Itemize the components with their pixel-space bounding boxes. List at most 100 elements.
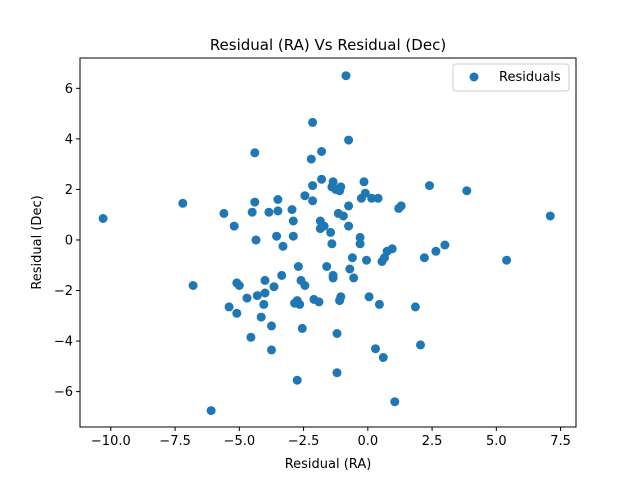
x-tick-label: −10.0 bbox=[91, 434, 131, 449]
data-point bbox=[256, 312, 266, 322]
data-point bbox=[219, 208, 229, 218]
data-point bbox=[251, 235, 261, 245]
x-tick-label: −5.0 bbox=[224, 434, 256, 449]
data-point bbox=[332, 329, 342, 338]
data-point bbox=[246, 332, 256, 342]
data-point bbox=[341, 71, 351, 81]
chart-title: Residual (RA) Vs Residual (Dec) bbox=[210, 36, 446, 54]
data-point bbox=[252, 291, 262, 301]
data-point bbox=[300, 191, 310, 201]
data-point bbox=[98, 214, 108, 223]
data-point bbox=[308, 196, 318, 206]
x-tick-label: −2.5 bbox=[288, 434, 320, 449]
data-point bbox=[264, 207, 274, 217]
data-point bbox=[206, 406, 216, 416]
data-point bbox=[308, 181, 318, 191]
data-point bbox=[359, 177, 369, 187]
data-point bbox=[440, 240, 450, 250]
data-point bbox=[287, 205, 297, 215]
data-point bbox=[234, 281, 244, 290]
data-point bbox=[267, 321, 276, 331]
data-point bbox=[416, 340, 425, 350]
data-point bbox=[336, 182, 346, 192]
data-point bbox=[344, 201, 354, 211]
data-point bbox=[306, 154, 316, 164]
data-point bbox=[410, 302, 420, 312]
data-point bbox=[188, 281, 198, 290]
x-tick-label: 2.5 bbox=[422, 434, 443, 449]
data-point bbox=[322, 262, 332, 271]
y-tick-label: −2 bbox=[54, 284, 73, 299]
x-axis-ticks: −10.0 −7.5 −5.0 −2.5 0.0 2.5 5.0 7.5 bbox=[91, 427, 571, 449]
data-point bbox=[419, 253, 429, 263]
data-point bbox=[259, 299, 269, 309]
y-tick-label: −6 bbox=[54, 385, 73, 400]
data-point bbox=[328, 273, 338, 283]
data-point bbox=[269, 282, 279, 292]
data-point bbox=[317, 174, 327, 184]
data-point bbox=[178, 198, 188, 208]
data-point bbox=[360, 188, 370, 198]
data-point bbox=[327, 239, 337, 249]
y-tick-label: 6 bbox=[65, 82, 73, 97]
data-point bbox=[431, 246, 441, 256]
x-tick-label: 7.5 bbox=[550, 434, 571, 449]
data-point bbox=[390, 397, 400, 407]
data-point bbox=[326, 227, 336, 237]
data-point bbox=[367, 193, 377, 203]
y-axis-ticks: −6 −4 −2 0 2 4 6 bbox=[54, 82, 80, 400]
x-tick-label: −7.5 bbox=[159, 434, 191, 449]
data-point bbox=[362, 255, 371, 265]
legend: Residuals bbox=[452, 63, 570, 92]
y-tick-label: 0 bbox=[65, 233, 73, 248]
data-point bbox=[355, 232, 365, 242]
data-point bbox=[317, 147, 327, 156]
data-point bbox=[344, 221, 354, 231]
data-point bbox=[260, 288, 270, 298]
data-point bbox=[273, 206, 283, 216]
data-point bbox=[336, 292, 346, 302]
data-point bbox=[297, 323, 307, 333]
points-layer bbox=[98, 71, 555, 416]
data-point bbox=[224, 302, 234, 312]
data-point bbox=[347, 253, 357, 263]
data-point bbox=[462, 186, 472, 196]
y-tick-label: 4 bbox=[65, 132, 73, 147]
data-point bbox=[425, 181, 434, 191]
y-tick-label: −4 bbox=[54, 335, 73, 350]
data-point bbox=[319, 221, 329, 231]
data-point bbox=[277, 270, 287, 280]
legend-box bbox=[452, 63, 570, 92]
data-point bbox=[378, 353, 388, 362]
data-point bbox=[260, 275, 270, 285]
data-point bbox=[344, 135, 354, 145]
x-axis-title: Residual (RA) bbox=[285, 457, 372, 472]
data-point bbox=[314, 297, 324, 307]
legend-label: Residuals bbox=[499, 70, 561, 85]
data-point bbox=[292, 375, 302, 385]
data-point bbox=[295, 299, 305, 309]
x-tick-label: 0.0 bbox=[357, 434, 378, 449]
data-point bbox=[373, 193, 383, 203]
data-point bbox=[502, 255, 512, 265]
data-point bbox=[332, 368, 342, 378]
data-point bbox=[288, 231, 298, 241]
data-point bbox=[273, 195, 283, 204]
data-point bbox=[328, 177, 338, 187]
data-point bbox=[250, 148, 260, 158]
legend-marker bbox=[469, 72, 479, 82]
data-point bbox=[232, 308, 242, 318]
plot-frame bbox=[79, 57, 577, 428]
data-point bbox=[349, 273, 359, 283]
data-point bbox=[242, 293, 252, 303]
y-tick-label: 2 bbox=[65, 183, 73, 198]
x-tick-label: 5.0 bbox=[486, 434, 507, 449]
data-point bbox=[272, 231, 282, 241]
data-point bbox=[308, 117, 318, 127]
data-point bbox=[374, 299, 384, 309]
data-point bbox=[293, 262, 303, 271]
data-point bbox=[387, 244, 397, 254]
data-point bbox=[364, 292, 374, 302]
data-point bbox=[545, 211, 555, 221]
